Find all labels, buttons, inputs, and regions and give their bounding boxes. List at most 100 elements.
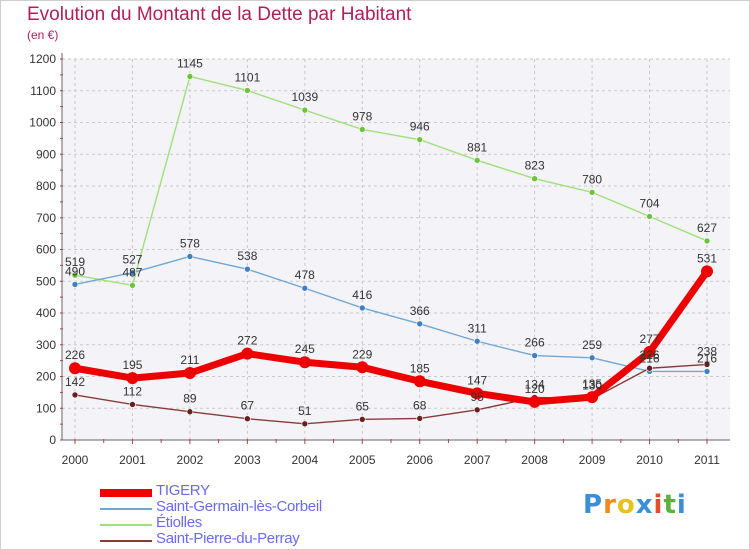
data-point: [71, 391, 79, 399]
data-point: [588, 189, 596, 196]
data-label: 1039: [291, 90, 318, 104]
x-tick-label: 2001: [119, 453, 146, 467]
data-label: 216: [640, 351, 660, 365]
data-point: [244, 415, 251, 423]
legend-swatch: [100, 489, 152, 497]
y-tick-label: 0: [49, 433, 56, 447]
y-tick-label: 100: [36, 401, 56, 415]
data-point: [129, 269, 136, 276]
data-point: [528, 395, 541, 408]
y-tick-label: 400: [36, 306, 56, 320]
data-point: [416, 136, 424, 143]
data-label: 89: [183, 392, 197, 406]
data-label: 120: [525, 382, 545, 396]
x-tick-label: 2006: [406, 453, 433, 467]
data-label: 259: [582, 338, 602, 352]
data-label: 226: [640, 348, 660, 362]
series-line: [71, 267, 711, 406]
data-point: [183, 367, 196, 380]
data-label: 881: [467, 140, 487, 154]
x-tick-label: 2007: [464, 453, 491, 467]
logo-letter: i: [653, 490, 664, 520]
data-label: 112: [123, 384, 142, 398]
y-tick-label: 1000: [29, 116, 56, 130]
data-label: 311: [468, 321, 487, 335]
data-point: [356, 361, 369, 374]
data-point: [244, 87, 251, 94]
data-point: [588, 354, 596, 362]
data-point: [586, 391, 599, 404]
data-point: [703, 368, 711, 375]
data-label: 1145: [177, 56, 203, 70]
data-label: 216: [697, 351, 717, 365]
legend-label: TIGERY: [156, 482, 210, 499]
y-tick-label: 1100: [30, 84, 56, 98]
chart-subtitle: (en €): [27, 28, 59, 42]
data-label: 780: [582, 172, 602, 186]
data-label: 229: [352, 347, 372, 361]
data-label: 538: [237, 249, 257, 263]
data-label: 519: [65, 255, 85, 269]
data-label: 1101: [234, 70, 260, 84]
data-point: [358, 416, 366, 423]
x-tick-label: 2008: [521, 453, 548, 467]
data-point: [69, 362, 81, 375]
data-label: 823: [525, 159, 545, 173]
logo-letter: i: [676, 490, 687, 520]
data-label: 130: [582, 379, 602, 393]
data-label: 704: [640, 196, 660, 210]
x-tick-label: 2009: [579, 453, 606, 467]
data-point: [186, 73, 194, 80]
data-label: 51: [298, 404, 312, 418]
y-tick-label: 600: [36, 243, 56, 257]
data-label: 226: [65, 348, 85, 362]
data-point: [473, 337, 481, 345]
data-point: [301, 106, 309, 114]
data-label: 238: [697, 344, 717, 358]
logo-letter: P: [583, 490, 604, 520]
y-tick-label: 500: [36, 274, 56, 288]
x-tick-label: 2003: [234, 453, 261, 467]
data-point: [129, 282, 136, 289]
plot-area: [62, 59, 730, 440]
data-point: [186, 253, 194, 260]
legend-label: Saint-Pierre-du-Perray: [156, 530, 300, 547]
data-point: [646, 213, 653, 220]
logo-letter: x: [635, 490, 654, 520]
data-label: 245: [295, 342, 315, 356]
data-point: [301, 284, 309, 292]
data-label: 366: [410, 304, 430, 318]
data-label: 134: [525, 377, 545, 391]
x-tick-label: 2005: [349, 453, 376, 467]
data-label: 272: [237, 334, 257, 348]
y-tick-label: 700: [36, 211, 56, 225]
data-point: [413, 375, 426, 388]
x-tick-label: 2000: [62, 453, 89, 467]
data-point: [416, 415, 424, 422]
data-point: [473, 406, 481, 414]
data-point: [471, 387, 484, 400]
data-point: [703, 361, 711, 368]
proxiti-logo: Proxiti: [583, 490, 687, 520]
data-point: [473, 156, 481, 164]
y-tick-label: 900: [36, 147, 56, 161]
y-tick-label: 300: [36, 338, 56, 352]
data-point: [643, 346, 656, 359]
logo-letter: o: [616, 490, 636, 520]
data-point: [703, 237, 711, 245]
data-point: [701, 265, 713, 278]
data-point: [71, 271, 79, 279]
data-label: 978: [352, 109, 372, 123]
data-label: 95: [471, 390, 485, 404]
data-label: 147: [467, 373, 487, 387]
data-point: [646, 364, 653, 372]
data-label: 487: [122, 265, 142, 279]
data-label: 578: [180, 236, 200, 250]
data-point: [129, 401, 136, 408]
data-label: 490: [65, 264, 85, 278]
data-point: [358, 126, 366, 133]
data-point: [126, 372, 139, 385]
data-point: [186, 408, 194, 416]
series-line: [74, 255, 708, 373]
